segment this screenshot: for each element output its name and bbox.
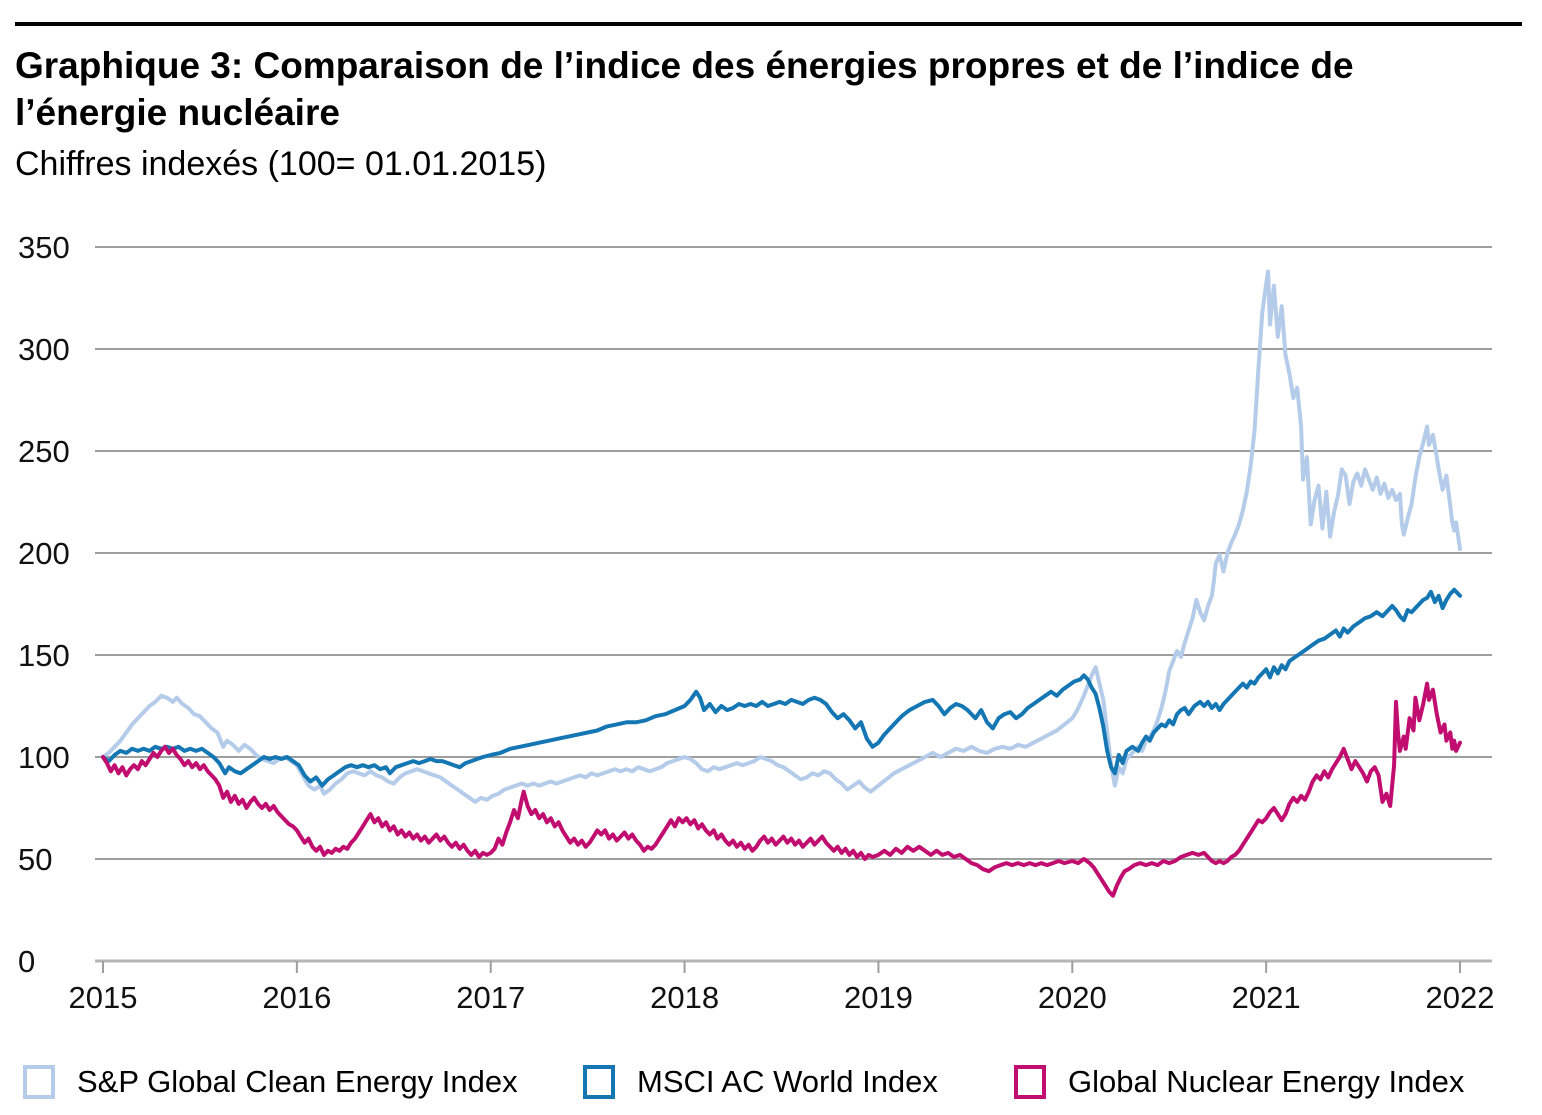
y-axis-label: 50 — [18, 842, 52, 877]
y-axis-label: 250 — [18, 434, 70, 469]
legend-item-nuclear-energy: Global Nuclear Energy Index — [1014, 1062, 1464, 1102]
figure-header: Graphique 3: Comparaison de l’indice des… — [15, 42, 1515, 186]
legend-item-clean-energy: S&P Global Clean Energy Index — [23, 1062, 518, 1102]
series-line-nuclear — [101, 681, 1462, 898]
clean-energy-swatch-icon — [23, 1065, 55, 1099]
x-axis-label: 2020 — [1038, 980, 1107, 1015]
legend-label: S&P Global Clean Energy Index — [77, 1064, 518, 1099]
msci-world-swatch-icon — [583, 1065, 615, 1099]
figure-title-line-1: Graphique 3: Comparaison de l’indice des… — [15, 45, 1354, 86]
x-axis-label: 2022 — [1426, 980, 1495, 1015]
series-line-msci — [101, 587, 1462, 788]
x-axis-label: 2019 — [844, 980, 913, 1015]
figure-subtitle: Chiffres indexés (100= 01.01.2015) — [15, 145, 547, 183]
series-line-clean — [101, 269, 1462, 804]
figure-title-line-2: l’énergie nucléaire — [15, 92, 340, 133]
y-axis-label: 0 — [18, 944, 35, 979]
y-axis-label: 350 — [18, 230, 70, 265]
top-rule — [15, 22, 1522, 26]
x-axis-label: 2017 — [456, 980, 525, 1015]
y-axis-label: 150 — [18, 638, 70, 673]
legend-label: Global Nuclear Energy Index — [1068, 1064, 1465, 1099]
legend-label: MSCI AC World Index — [637, 1064, 938, 1099]
y-axis-label: 100 — [18, 740, 70, 775]
x-axis-label: 2016 — [262, 980, 331, 1015]
nuclear-energy-swatch-icon — [1014, 1065, 1046, 1099]
x-axis-label: 2021 — [1232, 980, 1301, 1015]
chart-legend: S&P Global Clean Energy Index MSCI AC Wo… — [0, 1062, 1542, 1106]
y-axis-label: 200 — [18, 536, 70, 571]
x-axis-label: 2018 — [650, 980, 719, 1015]
y-axis-label: 300 — [18, 332, 70, 367]
x-axis-label: 2015 — [69, 980, 138, 1015]
legend-item-msci-world: MSCI AC World Index — [583, 1062, 938, 1102]
